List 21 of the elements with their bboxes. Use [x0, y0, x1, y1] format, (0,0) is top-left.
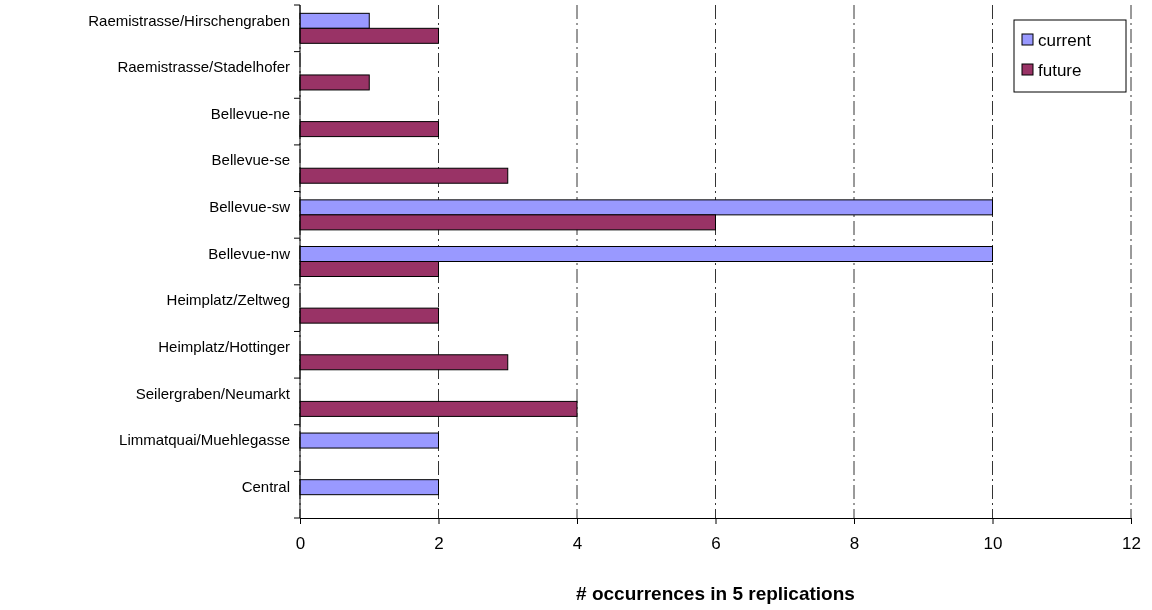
- legend-label: current: [1038, 30, 1092, 50]
- y-tick-label: Raemistrasse/Hirschengraben: [88, 11, 290, 29]
- x-tick-label: 10: [983, 534, 1003, 554]
- y-tick-label: Heimplatz/Hottinger: [158, 338, 290, 356]
- y-tick-label: Bellevue-nw: [208, 244, 291, 262]
- x-tick-label: 12: [1122, 534, 1141, 554]
- y-tick-label: Raemistrasse/Stadelhofer: [117, 58, 290, 76]
- y-tick-label: Central: [241, 477, 290, 495]
- x-tick-label: 8: [849, 534, 860, 554]
- x-tick-label: 4: [572, 534, 583, 554]
- x-tick-label: 0: [295, 534, 306, 554]
- y-tick-label: Heimplatz/Zeltweg: [166, 291, 290, 309]
- y-tick-label: Seilergraben/Neumarkt: [135, 384, 291, 402]
- x-axis-title: # occurrences in 5 replications: [576, 583, 855, 604]
- y-tick-label: Bellevue-sw: [209, 198, 291, 216]
- legend-label: future: [1038, 60, 1082, 80]
- x-tick-label: 6: [711, 534, 721, 554]
- y-tick-label: Limmatquai/Muehlegasse: [119, 431, 290, 449]
- y-tick-label: Bellevue-se: [211, 151, 290, 169]
- x-tick-label: 2: [434, 534, 444, 554]
- y-tick-label: Bellevue-ne: [210, 104, 290, 122]
